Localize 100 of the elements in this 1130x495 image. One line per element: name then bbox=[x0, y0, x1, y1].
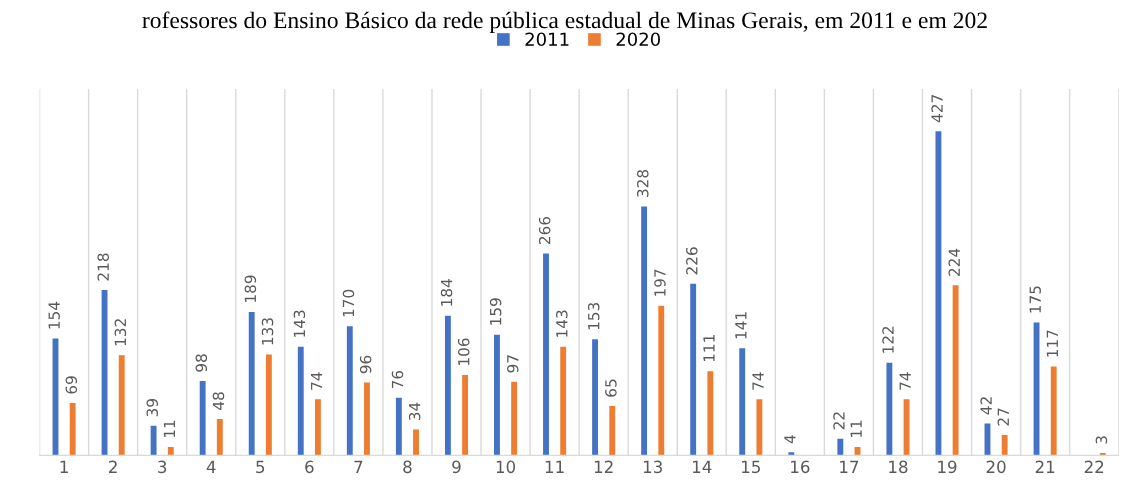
data-label: 42 bbox=[980, 397, 992, 415]
data-label: 184 bbox=[440, 279, 453, 306]
bar bbox=[511, 381, 518, 456]
bar bbox=[837, 438, 844, 456]
data-label: 328 bbox=[637, 169, 649, 197]
x-tick-label: 1 bbox=[60, 460, 68, 473]
data-label: 170 bbox=[342, 289, 355, 317]
bar bbox=[248, 311, 255, 456]
data-label: 117 bbox=[1046, 330, 1058, 357]
data-label: 11 bbox=[850, 420, 862, 438]
x-tick-label: 7 bbox=[354, 460, 363, 473]
data-label: 218 bbox=[97, 253, 109, 281]
data-label: 98 bbox=[195, 354, 208, 372]
bar bbox=[886, 362, 893, 456]
data-label: 74 bbox=[311, 372, 323, 390]
x-tick-label: 22 bbox=[1084, 460, 1104, 473]
data-label: 189 bbox=[244, 275, 257, 302]
x-tick-label: 14 bbox=[692, 460, 712, 473]
bar bbox=[297, 346, 304, 456]
data-label: 11 bbox=[163, 420, 175, 438]
data-label: 4 bbox=[784, 435, 796, 444]
data-label: 106 bbox=[457, 338, 470, 365]
data-label: 133 bbox=[261, 318, 274, 345]
bar bbox=[543, 253, 549, 456]
bar bbox=[346, 326, 353, 456]
data-label: 48 bbox=[212, 392, 225, 410]
x-tick-label: 18 bbox=[889, 460, 908, 474]
bar bbox=[641, 206, 648, 456]
data-label: 76 bbox=[391, 370, 404, 389]
bar bbox=[265, 354, 272, 456]
x-tick-label: 6 bbox=[305, 460, 314, 474]
data-label: 97 bbox=[507, 355, 519, 373]
data-label: 143 bbox=[556, 310, 568, 337]
x-tick-label: 15 bbox=[742, 460, 760, 474]
data-label: 143 bbox=[293, 310, 306, 337]
data-label: 27 bbox=[997, 408, 1009, 426]
bar bbox=[69, 403, 76, 456]
bar bbox=[1001, 434, 1008, 456]
bar bbox=[707, 371, 714, 456]
legend-label: 2011 bbox=[525, 32, 569, 47]
bar bbox=[1099, 453, 1106, 456]
data-label: 154 bbox=[48, 301, 60, 329]
bar bbox=[118, 355, 125, 456]
data-label: 197 bbox=[654, 269, 666, 296]
bar bbox=[788, 452, 795, 456]
data-label: 3 bbox=[1095, 436, 1108, 444]
data-label: 224 bbox=[948, 248, 960, 276]
bar bbox=[952, 285, 959, 456]
bar bbox=[690, 283, 697, 456]
data-label: 141 bbox=[735, 312, 747, 339]
x-tick-label: 19 bbox=[938, 460, 957, 474]
bar bbox=[756, 399, 763, 456]
bar bbox=[395, 397, 402, 456]
data-label: 175 bbox=[1029, 286, 1041, 313]
data-label: 159 bbox=[489, 298, 502, 325]
data-label: 74 bbox=[752, 372, 764, 390]
data-label: 22 bbox=[833, 412, 845, 430]
x-tick-label: 9 bbox=[452, 460, 461, 474]
x-tick-label: 12 bbox=[594, 460, 613, 473]
bar bbox=[560, 346, 567, 456]
data-label: 34 bbox=[408, 402, 421, 421]
x-tick-label: 11 bbox=[545, 460, 564, 473]
x-tick-label: 2 bbox=[109, 460, 117, 473]
data-label: 39 bbox=[146, 399, 159, 417]
data-label: 96 bbox=[359, 355, 372, 374]
data-label: 153 bbox=[587, 302, 600, 330]
bar bbox=[592, 339, 599, 456]
bar bbox=[314, 399, 321, 456]
bar bbox=[413, 429, 419, 456]
x-tick-label: 16 bbox=[791, 460, 810, 474]
bar bbox=[494, 334, 500, 456]
x-tick-label: 13 bbox=[643, 460, 662, 474]
legend-label: 2020 bbox=[616, 32, 660, 47]
bar bbox=[1050, 366, 1057, 456]
data-label: 65 bbox=[605, 379, 617, 397]
data-label: 427 bbox=[931, 95, 943, 123]
bar bbox=[150, 425, 157, 456]
bar bbox=[199, 381, 206, 456]
bar bbox=[739, 348, 746, 456]
data-label: 111 bbox=[703, 335, 715, 362]
x-tick-label: 4 bbox=[206, 460, 216, 473]
data-label: 132 bbox=[114, 319, 127, 346]
bar bbox=[609, 406, 616, 456]
data-label: 226 bbox=[686, 247, 698, 275]
x-tick-label: 3 bbox=[158, 460, 167, 474]
x-tick-label: 10 bbox=[496, 460, 516, 474]
bar bbox=[216, 418, 223, 456]
bar bbox=[658, 305, 665, 456]
data-label: 122 bbox=[882, 326, 894, 353]
bar bbox=[444, 315, 451, 456]
x-tick-label: 5 bbox=[256, 460, 265, 474]
bar bbox=[462, 374, 469, 456]
bar bbox=[364, 382, 370, 456]
x-tick-label: 8 bbox=[403, 460, 412, 474]
data-label: 266 bbox=[538, 216, 551, 245]
x-tick-label: 17 bbox=[840, 460, 859, 473]
bar bbox=[935, 131, 942, 456]
bar bbox=[167, 447, 174, 456]
x-tick-label: 21 bbox=[1035, 460, 1055, 473]
x-tick-label: 20 bbox=[986, 460, 1006, 474]
